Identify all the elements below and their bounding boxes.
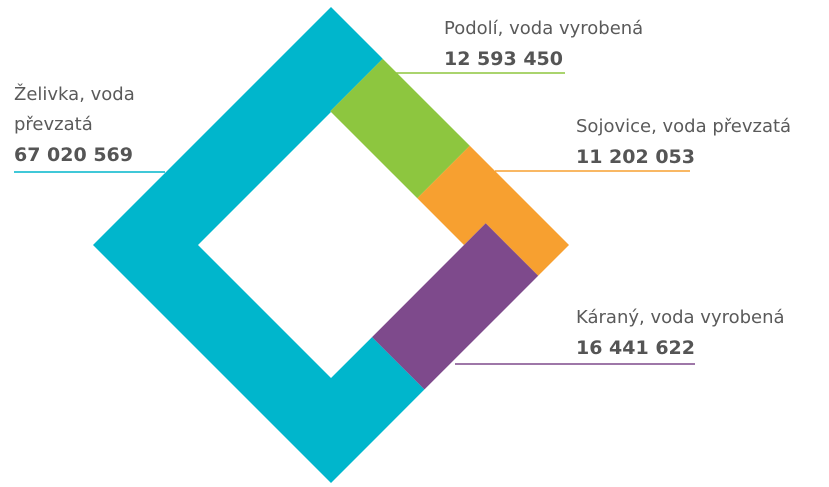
segment-label: Podolí, voda vyrobená 12 593 450 [444,14,744,74]
category-name: Káraný, voda vyrobená [576,307,785,328]
segment [417,145,569,276]
value-label: 12 593 450 [444,48,563,70]
segment [330,58,470,199]
value-label: 11 202 053 [576,146,695,168]
segment-label: Želivka, voda převzatá 67 020 569 [14,80,164,170]
category-name: Sojovice, voda převzatá [576,116,792,137]
value-label: 16 441 622 [576,337,695,359]
segment-label: Sojovice, voda převzatá 11 202 053 [576,112,826,172]
value-label: 67 020 569 [14,144,133,166]
segment [93,7,425,483]
segment [372,223,539,390]
segment-label: Káraný, voda vyrobená 16 441 622 [576,303,826,363]
category-name: Podolí, voda vyrobená [444,18,644,39]
category-name: Želivka, voda převzatá [14,84,135,135]
